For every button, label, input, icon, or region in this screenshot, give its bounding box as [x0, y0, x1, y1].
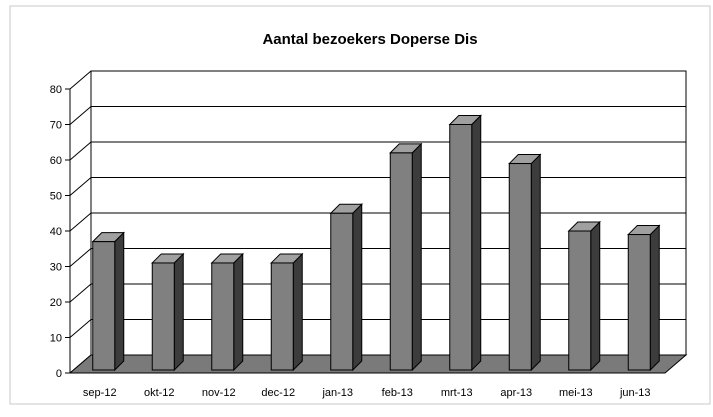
x-tick-label: apr-13	[500, 387, 532, 399]
gridline-side	[69, 106, 92, 125]
bar-side	[471, 114, 482, 372]
y-tick-label: 60	[50, 155, 62, 167]
gridline-side	[69, 177, 92, 196]
y-tick-label: 70	[50, 120, 62, 132]
gridline-side	[69, 70, 92, 90]
bar-side	[649, 224, 660, 372]
bar-side	[114, 231, 125, 372]
x-tick-label: nov-12	[202, 387, 236, 399]
x-tick-label: feb-13	[382, 387, 413, 399]
bar	[151, 252, 185, 372]
gridline-side	[69, 212, 92, 232]
bar-side	[530, 153, 541, 372]
x-tick-label: okt-12	[144, 387, 175, 399]
bar-side	[590, 220, 601, 372]
gridline-side	[69, 141, 92, 161]
bar	[627, 224, 661, 372]
bar-front	[211, 262, 235, 371]
bar-front	[627, 234, 651, 371]
bar-side	[411, 142, 422, 372]
y-tick-label: 80	[50, 84, 62, 96]
x-tick-labels: sep-12 okt-12 nov-12 dec-12 jan-13 feb-13 mrt-…	[83, 387, 651, 399]
bar	[270, 252, 304, 372]
y-tick-label: 0	[56, 368, 62, 380]
bar	[508, 153, 542, 372]
y-tick-label: 10	[50, 333, 62, 345]
bar-front	[92, 241, 116, 371]
bars	[91, 114, 661, 372]
bar-side	[233, 252, 244, 372]
y-tick-label: 20	[50, 297, 62, 309]
bar	[389, 142, 423, 372]
y-tick-label: 40	[50, 226, 62, 238]
bar	[91, 231, 125, 372]
bar-front	[330, 212, 354, 371]
x-tick-label: sep-12	[83, 387, 117, 399]
bar	[567, 220, 601, 372]
y-tick-label: 50	[50, 191, 62, 203]
bar-side	[173, 252, 184, 372]
bar-front	[449, 124, 473, 371]
gridline-side	[69, 319, 92, 338]
bar	[329, 203, 363, 372]
x-tick-label: jan-13	[321, 387, 353, 399]
bar-front	[270, 262, 294, 371]
gridline-side	[69, 248, 92, 267]
y-tick-label: 30	[50, 262, 62, 274]
bar-front	[568, 230, 592, 371]
bar-front	[508, 163, 532, 371]
x-tick-label: mrt-13	[441, 387, 473, 399]
x-tick-label: mei-13	[559, 387, 593, 399]
chart-title: Aantal bezoekers Doperse Dis	[262, 31, 477, 48]
gridline-side	[69, 283, 92, 303]
x-tick-label: jun-13	[619, 387, 651, 399]
y-tick-labels: 0 10 20 30 40 50 60 70 80	[50, 84, 62, 380]
bar-side	[352, 203, 363, 372]
bar-side	[292, 252, 303, 372]
bar-front	[151, 262, 175, 371]
bar	[448, 114, 482, 372]
bar	[210, 252, 244, 372]
bar-front	[389, 152, 413, 371]
x-tick-label: dec-12	[261, 387, 295, 399]
